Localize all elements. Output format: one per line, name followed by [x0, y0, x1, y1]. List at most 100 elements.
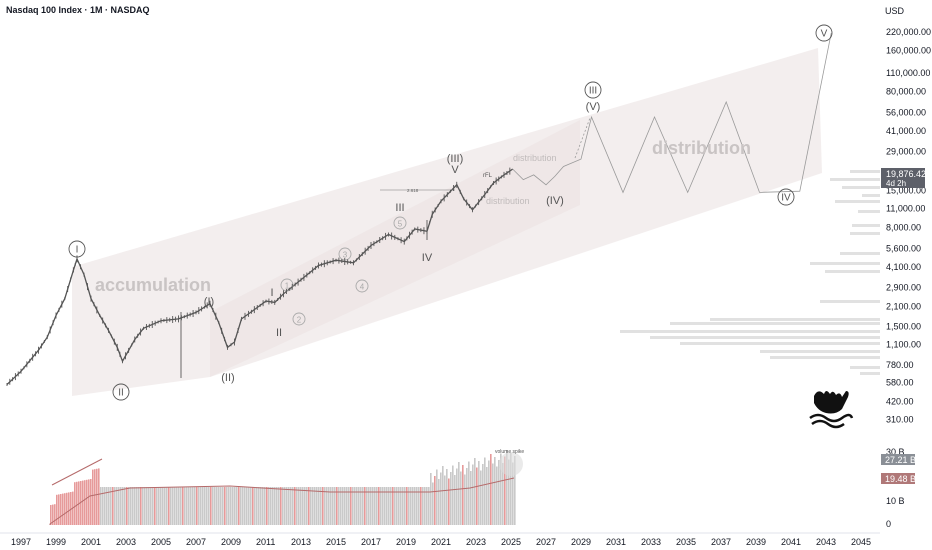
volume-bar: [264, 487, 266, 525]
volume-bar: [414, 487, 416, 525]
volume-bar: [442, 466, 444, 525]
volume-bar: [364, 487, 366, 525]
volume-bar: [412, 487, 414, 525]
time-tick: 2031: [606, 537, 626, 547]
volume-bar: [428, 487, 430, 525]
volume-bar: [476, 467, 478, 525]
wave-label-circle: [777, 188, 795, 206]
price-tick: 780.00: [886, 360, 914, 370]
time-tick: 1997: [11, 537, 31, 547]
volume-bar: [436, 469, 438, 525]
wave-label-circle: [112, 383, 130, 401]
volume-bar: [218, 487, 220, 525]
volume-bar: [312, 487, 314, 525]
volume-bar: [116, 487, 118, 525]
volume-bar: [74, 482, 76, 525]
volume-bar: [268, 487, 270, 525]
volume-bar: [478, 461, 480, 525]
wave-label: I: [76, 245, 79, 256]
volume-bar: [174, 487, 176, 525]
volume-bar: [404, 487, 406, 525]
price-tick: 8,000.00: [886, 223, 921, 233]
volume-profile-bar: [858, 210, 880, 213]
volume-bar: [200, 487, 202, 525]
volume-bar: [178, 487, 180, 525]
volume-profile-bar: [770, 356, 880, 359]
chart-title: Nasdaq 100 Index · 1M · NASDAQ: [6, 5, 150, 15]
volume-bar: [420, 487, 422, 525]
volume-trend-line: [51, 458, 103, 486]
volume-bar: [336, 487, 338, 525]
volume-bar: [360, 487, 362, 525]
volume-bar: [460, 471, 462, 525]
volume-bar: [272, 487, 274, 525]
volume-bar: [158, 487, 160, 525]
volume-bar: [118, 487, 120, 525]
wave-label: 1: [285, 282, 290, 291]
current-price: 19,876.42: [886, 169, 926, 179]
volume-bar: [514, 456, 516, 525]
time-to-close: 4d 2h: [886, 179, 906, 188]
volume-bar: [340, 487, 342, 525]
volume-bar: [278, 487, 280, 525]
price-tick: 1,500.00: [886, 321, 921, 331]
volume-bar: [318, 487, 320, 525]
time-tick: 2045: [851, 537, 871, 547]
price-axis: 220,000.00 160,000.00 110,000.00 80,000.00 5…: [886, 27, 931, 424]
volume-bar: [470, 471, 472, 525]
volume-bar: [402, 487, 404, 525]
volume-bar: [226, 487, 228, 525]
volume-bar: [210, 487, 212, 525]
volume-bar: [452, 465, 454, 525]
volume-profile-bar: [835, 200, 880, 203]
volume-bar: [180, 487, 182, 525]
wave-label: (II): [221, 372, 234, 384]
volume-bar: [260, 487, 262, 525]
volume-bar: [494, 457, 496, 525]
volume-bar: [370, 487, 372, 525]
volume-bar: [346, 487, 348, 525]
volume-bar: [138, 487, 140, 525]
volume-bar: [286, 487, 288, 525]
volume-bar: [424, 487, 426, 525]
volume-bar: [76, 481, 78, 525]
volume-bar: [236, 487, 238, 525]
volume-bar: [202, 487, 204, 525]
volume-bar: [140, 487, 142, 525]
volume-bar: [378, 487, 380, 525]
volume-bar: [216, 487, 218, 525]
volume-bar: [188, 487, 190, 525]
volume-bar: [388, 487, 390, 525]
volume-bars: [50, 450, 516, 525]
volume-bar: [120, 487, 122, 525]
volume-bar: [350, 487, 352, 525]
volume-bar: [146, 487, 148, 525]
time-tick: 2005: [151, 537, 171, 547]
volume-bar: [284, 487, 286, 525]
time-tick: 2023: [466, 537, 486, 547]
volume-bar: [258, 487, 260, 525]
time-tick: 2007: [186, 537, 206, 547]
volume-bar: [214, 487, 216, 525]
volume-bar: [64, 493, 66, 525]
volume-bar: [242, 487, 244, 525]
volume-profile-bar: [850, 366, 880, 369]
volume-bar: [108, 487, 110, 525]
volume-bar: [172, 487, 174, 525]
volume-bar: [290, 487, 292, 525]
volume-bar: [114, 487, 116, 525]
volume-bar: [222, 487, 224, 525]
volume-bar: [356, 487, 358, 525]
volume-bar: [198, 487, 200, 525]
volume-bar: [170, 487, 172, 525]
volume-bar: [324, 487, 326, 525]
volume-bar: [238, 487, 240, 525]
time-axis: 1997 1999 2001 2003 2005 2007 2009 2011 2013 2015…: [11, 537, 871, 547]
volume-bar: [220, 487, 222, 525]
volume-bar: [342, 487, 344, 525]
volume-bar: [466, 468, 468, 525]
volume-bar: [468, 461, 470, 525]
projection-path: [512, 33, 832, 194]
time-tick: 2019: [396, 537, 416, 547]
